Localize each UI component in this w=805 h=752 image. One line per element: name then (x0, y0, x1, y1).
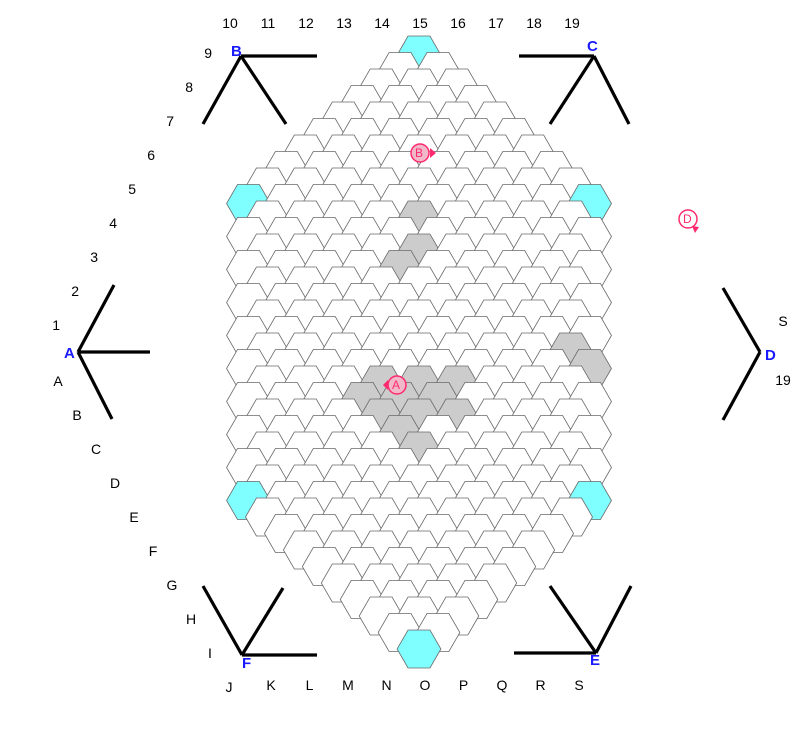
letter-label: D (110, 475, 120, 491)
arm-c-downright (592, 55, 631, 125)
number-label: 8 (185, 79, 193, 95)
corner-label-e: E (590, 652, 600, 669)
letter-label: B (72, 407, 81, 423)
arm-c-downleft (548, 55, 596, 125)
number-label: 6 (147, 147, 155, 163)
number-label: 3 (90, 249, 98, 265)
arm-b-downleft (201, 55, 243, 125)
piece-d-marker[interactable] (678, 209, 698, 229)
corner-labels: A B C D E F (64, 38, 776, 672)
corner-label-c: C (587, 38, 598, 55)
number-label: 17 (488, 15, 504, 31)
number-label: 1 (52, 317, 60, 333)
piece-a-label: A (392, 378, 400, 392)
piece-b-label: B (415, 146, 423, 160)
piece-a[interactable]: A (383, 375, 407, 395)
piece-b[interactable]: B (410, 143, 436, 163)
number-label: 15 (412, 15, 428, 31)
piece-d[interactable]: D (678, 209, 699, 233)
arm-e-upleft (548, 585, 598, 654)
number-label: 2 (71, 283, 79, 299)
pieces[interactable]: A B D (383, 143, 699, 395)
letter-label: M (342, 677, 354, 693)
number-label: 11 (261, 15, 276, 31)
corner-label-a: A (64, 345, 75, 362)
arm-d-down (721, 351, 762, 421)
number-label: 14 (374, 15, 390, 31)
letter-label: O (420, 677, 431, 693)
letter-label: I (208, 645, 212, 661)
letter-label: R (535, 677, 545, 693)
number-label: 19 (564, 15, 580, 31)
arm-a-up (76, 284, 116, 353)
piece-a-pointer (383, 380, 388, 390)
piece-d-pointer (692, 226, 699, 233)
letter-label: A (53, 373, 63, 389)
piece-b-pointer (430, 148, 436, 158)
letter-label: Q (497, 677, 508, 693)
number-label: 10 (222, 15, 238, 31)
number-label: 9 (204, 45, 212, 61)
number-label: 18 (526, 15, 542, 31)
corner-label-f: F (242, 655, 251, 672)
arm-f-upleft (201, 585, 244, 656)
letter-label: L (306, 677, 314, 693)
number-label: 12 (298, 15, 314, 31)
arm-e-upright (594, 585, 633, 654)
letter-label: E (129, 509, 138, 525)
hex-grid[interactable] (226, 35, 612, 669)
hex-cell[interactable] (396, 629, 442, 669)
right-label-19: 19 (775, 372, 791, 388)
letter-label: K (266, 677, 276, 693)
arm-a-down (76, 351, 114, 420)
arm-d-up (721, 287, 762, 353)
letter-label: C (91, 441, 101, 457)
number-label: 7 (166, 113, 174, 129)
arm-b-downright (239, 55, 288, 125)
number-label: 4 (109, 215, 117, 231)
letter-label: F (149, 543, 158, 559)
piece-b-marker[interactable] (410, 143, 430, 163)
letter-label: H (186, 611, 196, 627)
right-label-s: S (778, 313, 787, 329)
letter-label: G (167, 577, 178, 593)
corner-label-b: B (231, 43, 242, 60)
corner-arms (76, 54, 762, 657)
number-label: 13 (336, 15, 352, 31)
letter-label: J (226, 679, 233, 695)
letter-label: N (381, 677, 391, 693)
letter-label: S (574, 677, 583, 693)
arm-f-upright (240, 587, 285, 656)
number-label: 16 (450, 15, 466, 31)
piece-d-label: D (683, 212, 692, 226)
number-label: 5 (128, 181, 136, 197)
letter-label: P (459, 677, 468, 693)
corner-label-d: D (765, 347, 776, 364)
